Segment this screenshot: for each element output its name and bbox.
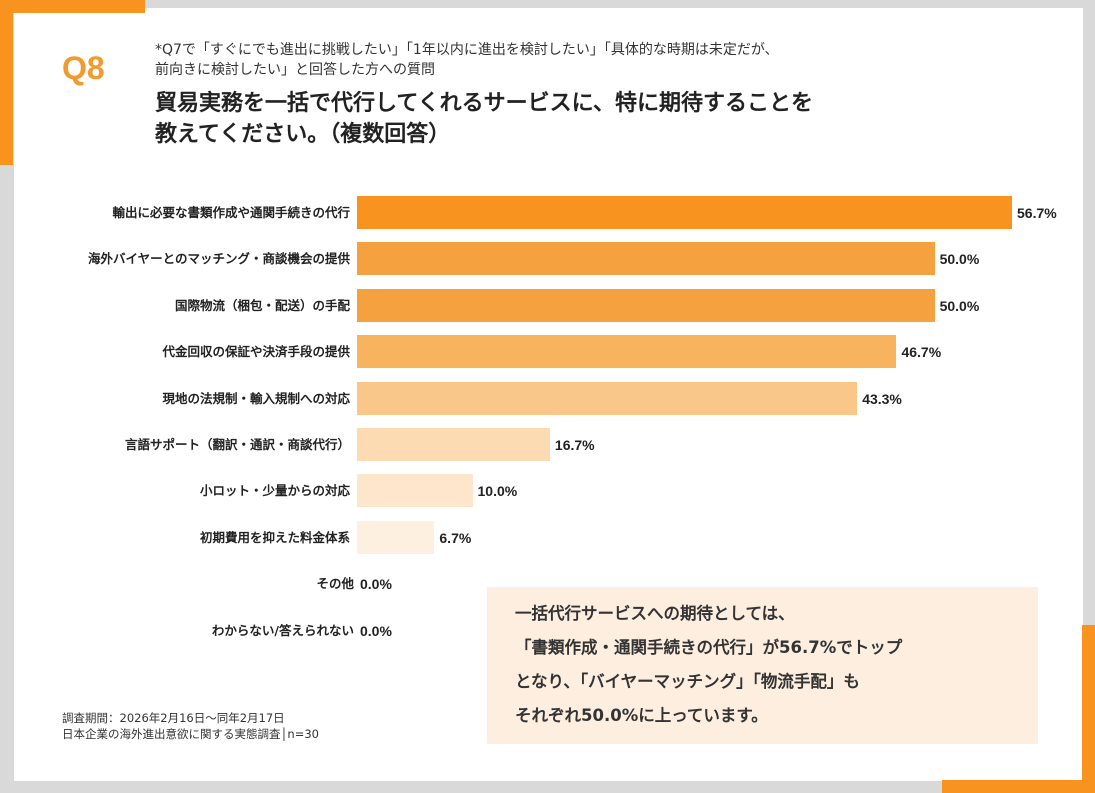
value-label: 56.7% <box>1017 205 1057 221</box>
summary-line: 「書類作成・通関手続きの代行」が56.7%でトップ <box>515 638 903 657</box>
category-label: 代金回収の保証や決済手段の提供 <box>162 344 350 360</box>
summary-line: 一括代行サービスへの期待としては、 <box>515 604 795 623</box>
title-line: 教えてください。（複数回答） <box>155 122 451 147</box>
bar <box>357 520 435 554</box>
value-label: 50.0% <box>939 297 980 314</box>
value-label: 46.7% <box>901 344 942 361</box>
category-label: 輸出に必要な書類作成や通関手続きの代行 <box>112 205 350 220</box>
category-label: 初期費用を抑えた料金体系 <box>199 529 350 545</box>
bar-row: 初期費用を抑えた料金体系 6.7% <box>0 520 1095 555</box>
accent-corner-top-left-vertical <box>0 0 13 165</box>
title-line: 貿易実務を一括で代行してくれるサービスに、特に期待することを <box>155 91 814 116</box>
accent-corner-top-left <box>0 0 145 13</box>
summary-line: となり、「バイヤーマッチング」「物流手配」も <box>515 672 860 691</box>
category-label: 小ロット・少量からの対応 <box>199 483 350 499</box>
summary-callout: 一括代行サービスへの期待としては、 「書類作成・通関手続きの代行」が56.7%で… <box>487 587 1038 744</box>
value-label: 43.3% <box>862 390 902 407</box>
category-label: 言語サポート（翻訳・通訳・商談代行） <box>124 437 350 452</box>
bar <box>357 335 897 369</box>
survey-name: 日本企業の海外進出意欲に関する実態調査│n=30 <box>62 727 319 741</box>
note-line: *Q7で「すぐにでも進出に挑戦したい」「1年以内に進出を検討したい」「具体的な時… <box>155 42 779 58</box>
category-label: 国際物流（梱包・配送）の手配 <box>174 297 350 313</box>
value-label: 0.0% <box>360 622 392 639</box>
value-label: 10.0% <box>477 483 518 500</box>
category-label: わからない/答えられない <box>211 622 354 638</box>
bar-row: 現地の法規制・輸入規制への対応 43.3% <box>0 381 1095 416</box>
summary-line: それぞれ50.0%に上っています。 <box>515 706 768 725</box>
bar-row: その他 0.0% <box>0 567 1095 601</box>
accent-corner-bottom-right-horizontal <box>942 780 1095 793</box>
bar-row: 代金回収の保証や決済手段の提供 46.7% <box>0 335 1095 369</box>
survey-footer: 調査期間：2026年2月16日～同年2月17日 日本企業の海外進出意欲に関する実… <box>62 710 319 742</box>
category-label: 海外バイヤーとのマッチング・商談機会の提供 <box>87 251 350 267</box>
bar <box>357 288 935 322</box>
bar-row: わからない/答えられない 0.0% <box>0 614 1095 648</box>
value-label: 16.7% <box>554 437 595 453</box>
question-number: Q8 <box>62 50 105 86</box>
note-line: 前向きに検討したい」と回答した方への質問 <box>155 62 435 78</box>
bar <box>357 242 935 276</box>
bar-row: 国際物流（梱包・配送）の手配 50.0% <box>0 288 1095 323</box>
bar-row: 言語サポート（翻訳・通訳・商談代行） 16.7% <box>0 428 1095 462</box>
page-title: 貿易実務を一括で代行してくれるサービスに、特に期待することを 教えてください。（… <box>155 88 813 150</box>
value-label: 6.7% <box>439 529 472 546</box>
bar <box>357 474 473 508</box>
survey-period: 調査期間：2026年2月16日～同年2月17日 <box>62 711 285 725</box>
bar-row: 小ロット・少量からの対応 10.0% <box>0 474 1095 508</box>
question-note: *Q7で「すぐにでも進出に挑戦したい」「1年以内に進出を検討したい」「具体的な時… <box>155 40 779 80</box>
bar <box>357 428 550 461</box>
summary-text: 一括代行サービスへの期待としては、 「書類作成・通関手続きの代行」が56.7%で… <box>515 597 902 733</box>
bar <box>357 196 1012 229</box>
category-label: 現地の法規制・輸入規制への対応 <box>162 390 350 406</box>
value-label: 50.0% <box>939 251 980 268</box>
value-label: 0.0% <box>360 576 392 593</box>
bar-row: 輸出に必要な書類作成や通関手続きの代行 56.7% <box>0 196 1095 230</box>
accent-corner-bottom-right <box>1082 625 1095 793</box>
bar <box>357 381 858 415</box>
bar-row: 海外バイヤーとのマッチング・商談機会の提供 50.0% <box>0 242 1095 276</box>
category-label: その他 <box>316 576 354 592</box>
